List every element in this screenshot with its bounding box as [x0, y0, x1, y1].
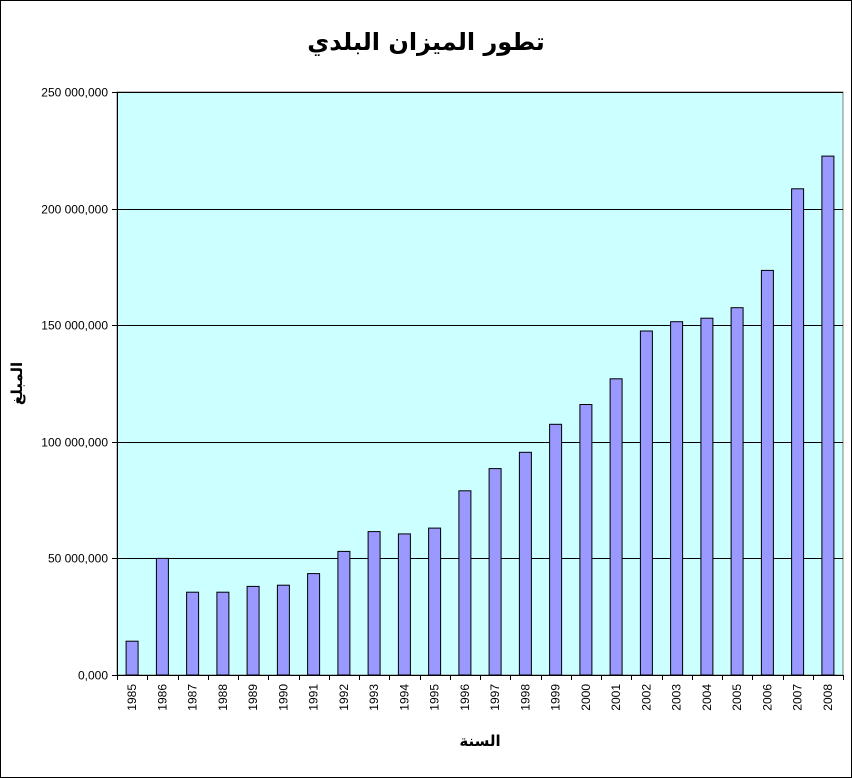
y-tick-label: 150 000,000 [41, 319, 108, 333]
y-tick-label: 100 000,000 [41, 436, 108, 450]
y-tick-labels: 0,000 50 000,000 100 000,000 150 000,000 200… [41, 86, 108, 683]
bar-1998 [518, 451, 532, 676]
x-tick-label: 1996 [458, 684, 472, 711]
bar-1987 [186, 591, 200, 676]
y-tick-label: 0,000 [78, 669, 108, 683]
x-tick-label: 2002 [639, 684, 653, 711]
bar-1989 [246, 585, 260, 676]
bar-1986 [155, 557, 169, 676]
bar-2005 [730, 307, 744, 676]
bar-2007 [791, 188, 805, 676]
x-tick-label: 1998 [518, 684, 532, 711]
axes [112, 92, 844, 680]
bar-1996 [458, 490, 472, 676]
bar-2000 [579, 404, 593, 676]
y-tick-label: 200 000,000 [41, 203, 108, 217]
x-tick-label: 1988 [216, 684, 230, 711]
bars [125, 155, 835, 676]
x-tick-label: 2004 [700, 684, 714, 711]
bar-2008 [821, 155, 835, 676]
x-tick-label: 2001 [609, 684, 623, 711]
x-tick-label: 1985 [125, 684, 139, 711]
x-tick-label: 1987 [186, 684, 200, 711]
x-tick-label: 1986 [155, 684, 169, 711]
bar-2002 [639, 330, 653, 676]
bar-2001 [609, 378, 623, 676]
gridlines [117, 92, 843, 559]
bar-1995 [428, 527, 442, 676]
x-tick-labels: 1985 1986 1987 1988 1989 1990 1991 1992 1993 1994… [125, 684, 835, 711]
bar-2003 [670, 321, 684, 676]
x-tick-label: 1990 [276, 684, 290, 711]
x-tick-label: 1999 [549, 684, 563, 711]
y-tick-label: 250 000,000 [41, 86, 108, 100]
bar-1993 [367, 531, 381, 676]
x-tick-label: 1992 [337, 684, 351, 711]
y-axis-title: المبلغ [8, 362, 26, 405]
x-tick-label: 2003 [670, 684, 684, 711]
x-tick-label: 1994 [397, 684, 411, 711]
x-tick-label: 2008 [821, 684, 835, 711]
bar-1991 [307, 573, 321, 676]
x-tick-label: 1991 [307, 684, 321, 711]
bar-2006 [760, 269, 774, 676]
x-tick-label: 1993 [367, 684, 381, 711]
x-tick-label: 2000 [579, 684, 593, 711]
x-tick-label: 1997 [488, 684, 502, 711]
x-tick-label: 2005 [730, 684, 744, 711]
bar-1990 [276, 584, 290, 676]
bar-1992 [337, 550, 351, 676]
bar-1988 [216, 591, 230, 676]
bar-1985 [125, 640, 139, 676]
x-tick-label: 2007 [791, 684, 805, 711]
bar-1999 [549, 423, 563, 676]
y-tick-label: 50 000,000 [48, 552, 108, 566]
x-tick-label: 1989 [246, 684, 260, 711]
chart-title: تطور الميزان البلدي [307, 28, 545, 56]
bar-1994 [397, 533, 411, 676]
bar-1997 [488, 468, 502, 676]
bar-2004 [700, 317, 714, 676]
x-tick-label: 2006 [760, 684, 774, 711]
x-tick-label: 1995 [428, 684, 442, 711]
x-axis-title: السنة [459, 732, 500, 750]
